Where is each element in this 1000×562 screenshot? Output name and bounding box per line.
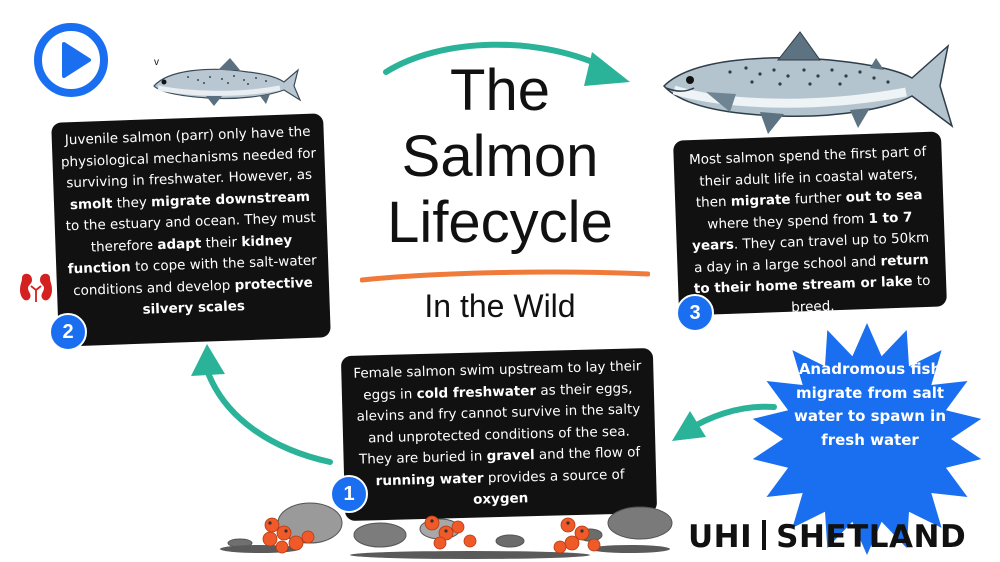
page-subtitle: In the Wild (424, 288, 576, 324)
juvenile-salmon-image (153, 58, 302, 106)
step-1-text-segment: cold freshwater (416, 382, 537, 402)
step-2-text-segment: their (201, 233, 242, 252)
step-2-text-segment: they (112, 193, 152, 212)
adult-salmon-image (662, 31, 954, 134)
page-title: The Salmon Lifecycle (350, 58, 650, 256)
step-1-text-segment: provides a source of (483, 466, 625, 486)
step-1-badge: 1 (330, 475, 368, 513)
step-2-card: Juvenile salmon (parr) only have the phy… (51, 113, 331, 347)
step-1-text-segment: and the flow of (534, 444, 641, 464)
kidney-icon (20, 273, 52, 302)
logo-shetland: SHETLAND (776, 519, 967, 555)
step-3-text: Most salmon spend the first part of thei… (683, 142, 937, 323)
arrow-to-step-1 (672, 403, 777, 441)
step-3-card: Most salmon spend the first part of thei… (673, 131, 947, 316)
step-1-text-segment: gravel (486, 447, 535, 465)
play-button-icon[interactable] (33, 22, 109, 98)
anadromous-callout-burst (752, 323, 982, 555)
title-line-2: Salmon (401, 124, 599, 189)
anadromous-callout-text: Anadromous fish migrate from salt water … (793, 360, 946, 449)
arrow-to-step-2 (191, 344, 333, 465)
step-2-text: Juvenile salmon (parr) only have the phy… (59, 122, 322, 324)
step-1-text-segment: running water (375, 469, 484, 489)
title-underline (360, 269, 650, 283)
step-2-badge: 2 (49, 313, 87, 351)
step-3-text-segment: where they spend from (707, 210, 869, 233)
logo-separator (762, 520, 767, 550)
step-3-badge: 3 (676, 294, 714, 332)
eggs-and-pebbles-image (220, 502, 673, 559)
step-2-text-segment: smolt (69, 195, 113, 213)
step-3-text-segment: further (790, 189, 846, 208)
step-3-text-segment: out to sea (845, 187, 923, 206)
step-2-text-segment: migrate downstream (150, 188, 311, 210)
arrow-to-step-3 (383, 41, 630, 86)
title-line-1: The (450, 58, 550, 123)
title-line-3: Lifecycle (387, 190, 613, 255)
small-fish-mark: v (154, 57, 159, 68)
logo-uhi: UHI (688, 519, 753, 555)
uhi-shetland-logo: UHI SHETLAND (688, 519, 988, 559)
step-1-text: Female salmon swim upstream to lay their… (351, 356, 647, 514)
step-2-text-segment: adapt (157, 235, 202, 253)
step-2-text-segment: Juvenile salmon (parr) only have the phy… (60, 123, 317, 192)
step-3-text-segment: migrate (730, 191, 791, 210)
